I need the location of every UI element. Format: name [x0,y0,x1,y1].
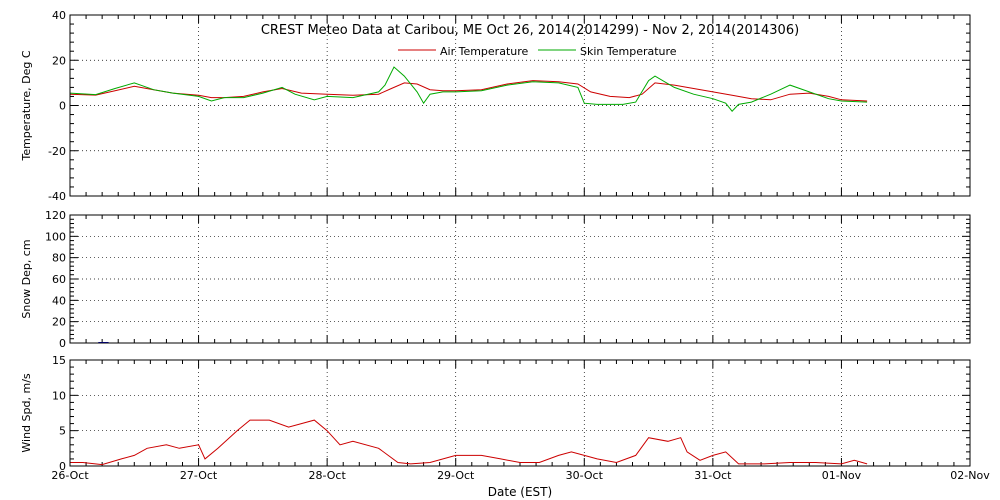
y-tick-label: 120 [45,209,66,222]
plot-frame [69,214,971,344]
x-tick-label: 27-Oct [180,469,218,482]
y-tick-label: 15 [52,354,66,367]
y-tick-label: -20 [48,145,66,158]
panel-2: 0 5 10 15 Wind Spd, m/s 26-Oct 27-Oct 28-Oct 29-… [20,354,990,482]
legend: Air Temperature Skin Temperature [398,45,677,58]
y-tick-label: 100 [45,230,66,243]
x-tick-label: 30-Oct [566,469,604,482]
x-tick-label: 31-Oct [694,469,732,482]
x-tick-label: 28-Oct [308,469,346,482]
y-axis-label: Snow Dep, cm [20,239,33,318]
y-tick-label: 20 [52,316,66,329]
y-tick-label: 40 [52,9,66,22]
y-tick-label: 5 [59,425,66,438]
legend-label-air: Air Temperature [440,45,529,58]
y-tick-label: 0 [59,460,66,473]
y-tick-label: 60 [52,273,66,286]
plot-frame [69,14,971,197]
panel-0: -40 -20 0 20 40 Temperature, Deg C [20,9,971,203]
y-tick-label: 40 [52,294,66,307]
x-axis-label: Date (EST) [488,485,552,499]
y-axis-label: Wind Spd, m/s [20,373,33,453]
y-axis-label: Temperature, Deg C [20,50,33,161]
plot-frame [69,359,971,467]
y-tick-label: 0 [59,337,66,350]
x-tick-label: 02-Nov [950,469,990,482]
y-tick-label: 20 [52,54,66,67]
chart-title: CREST Meteo Data at Caribou, ME Oct 26, … [261,23,799,38]
x-tick-label: 01-Nov [822,469,862,482]
y-tick-label: 0 [59,100,66,113]
y-tick-label: 80 [52,252,66,265]
x-tick-label: 29-Oct [437,469,475,482]
x-tick-label: 26-Oct [51,469,89,482]
y-tick-label: -40 [48,190,66,203]
series-line-skin-temperature [69,66,868,112]
series-line-panel-2-0 [70,419,868,466]
panel-1: 0 20 40 60 80 100 120 Snow Dep, cm [20,209,971,350]
series-line-air-temperature [69,80,868,102]
legend-label-skin: Skin Temperature [580,45,677,58]
y-tick-label: 10 [52,389,66,402]
